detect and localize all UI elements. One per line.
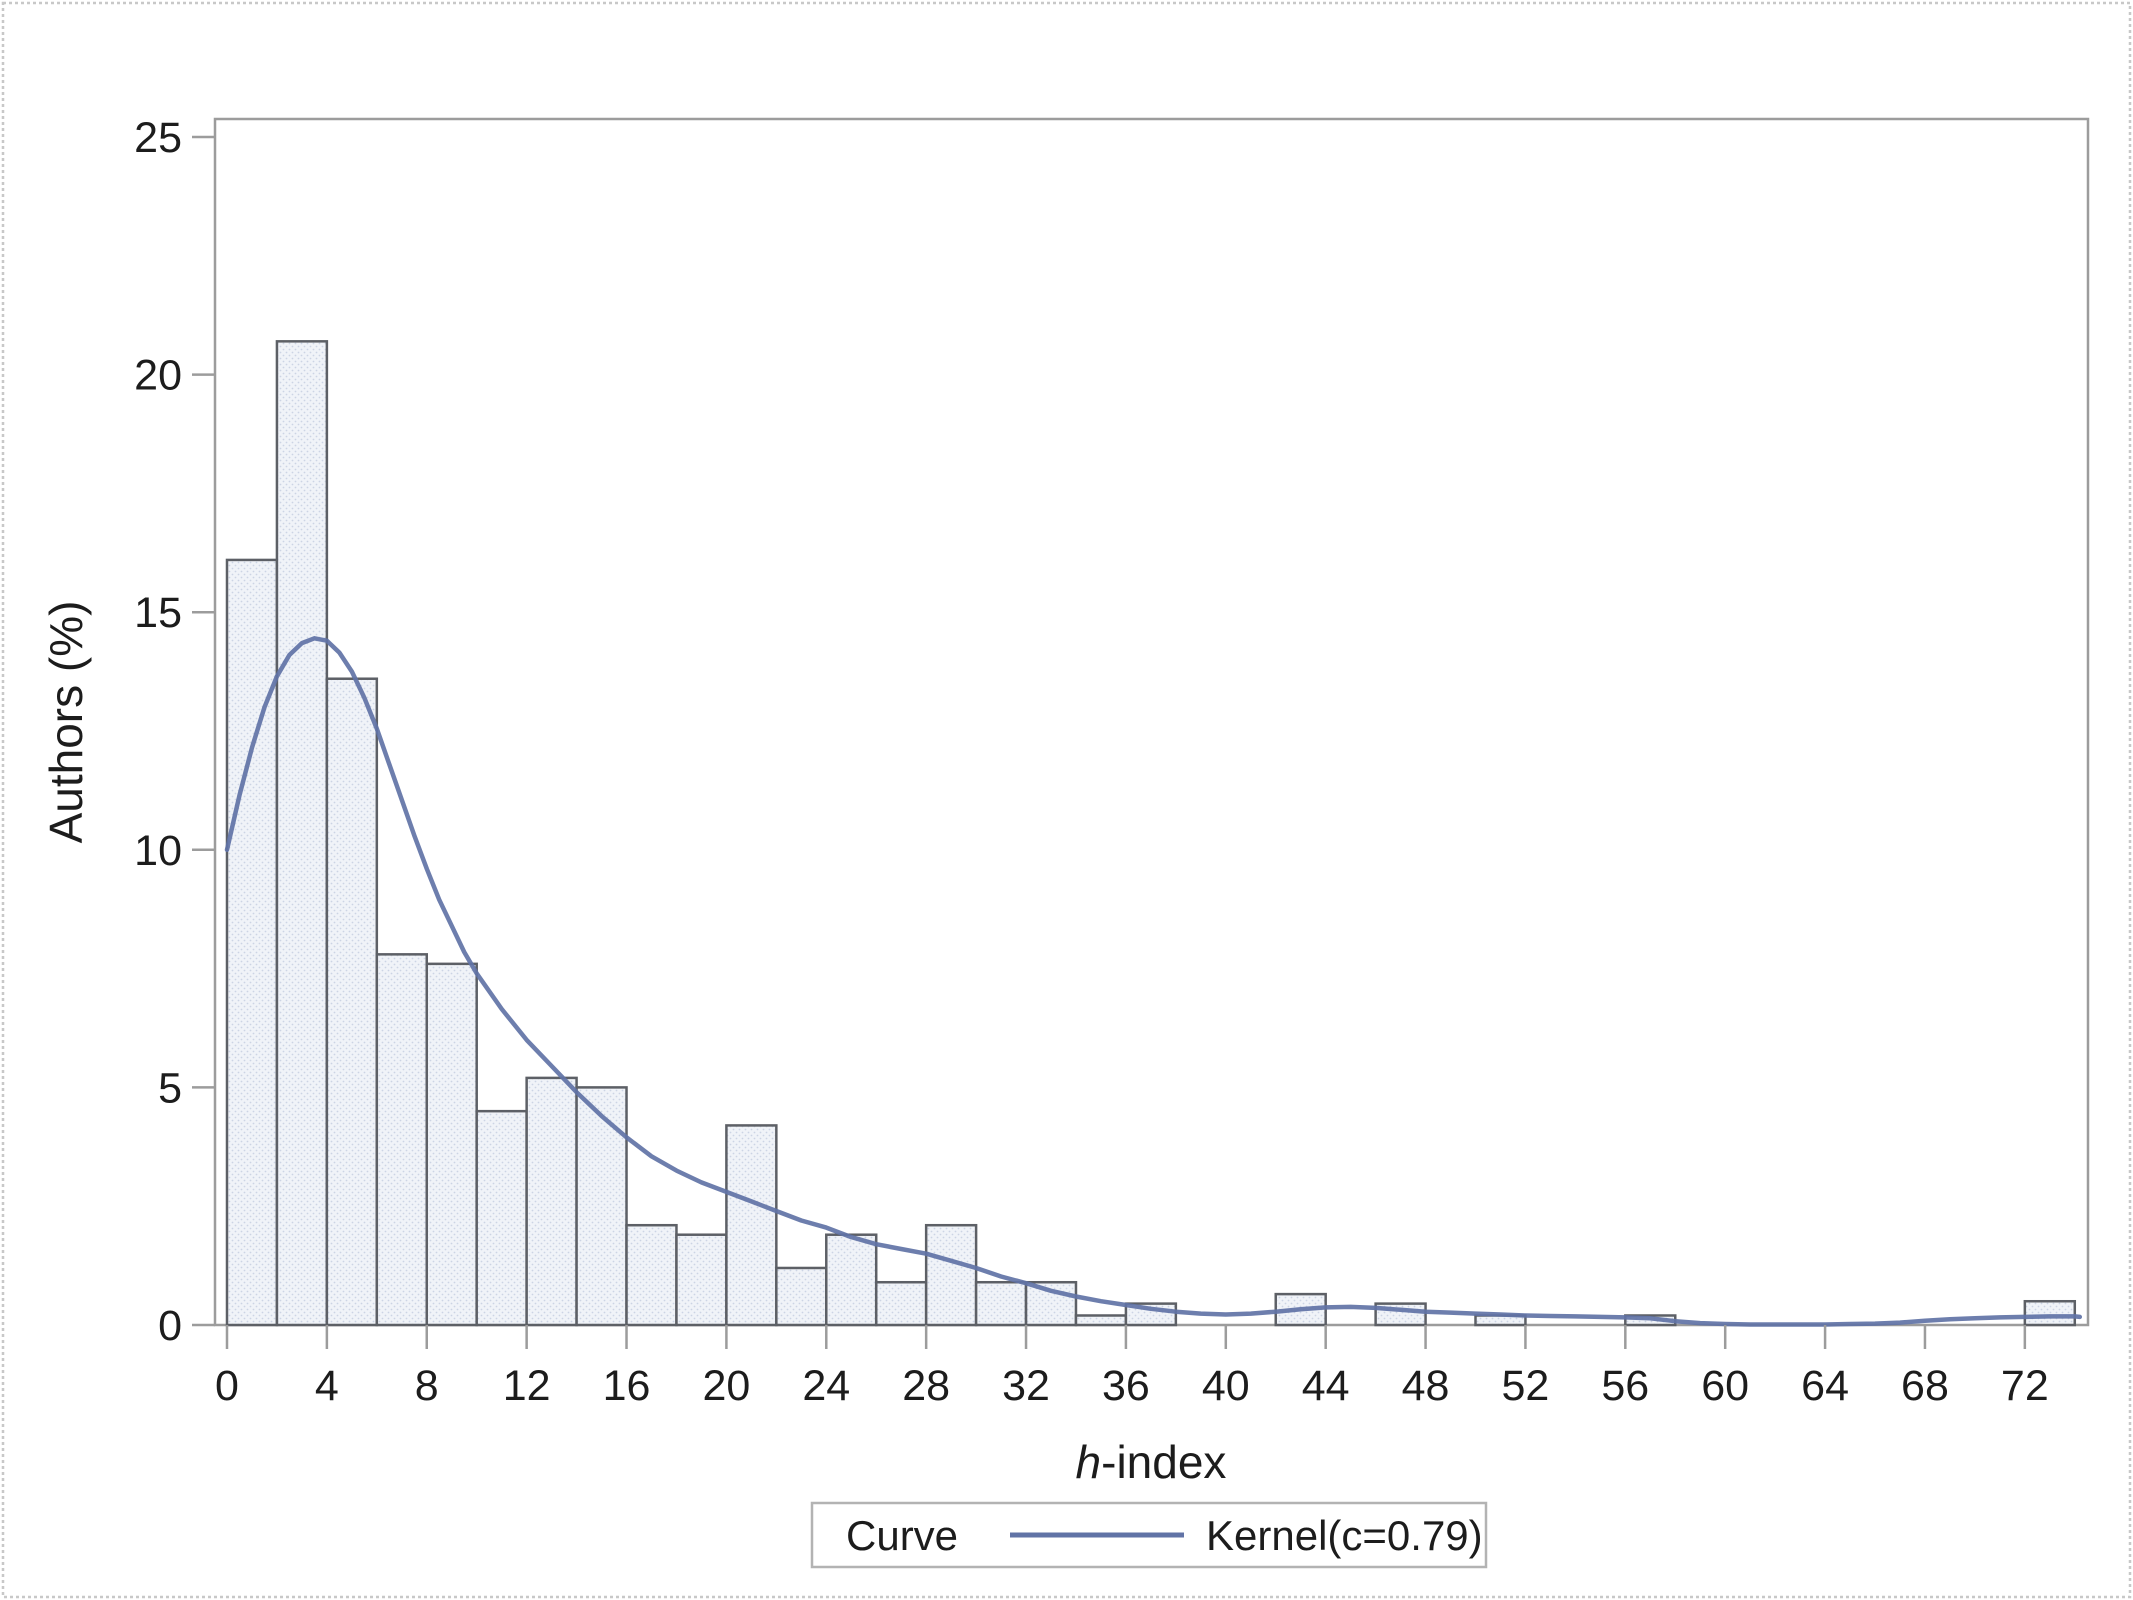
- x-tick-label-20: 20: [702, 1362, 750, 1410]
- x-tick-label-68: 68: [1901, 1362, 1949, 1410]
- x-tick-label-72: 72: [2001, 1362, 2049, 1410]
- kernel-curve-group: [224, 636, 2083, 1327]
- y-tick-label-10: 10: [134, 827, 182, 875]
- histogram-bar-34: [1074, 1314, 1128, 1327]
- x-tick-label-28: 28: [902, 1362, 950, 1410]
- x-axis-ticks: 0 4 8 12 16 20 24 28 32 36 40 44 48 52 56 60 64 68 72: [215, 1325, 2049, 1410]
- y-tick-label-25: 25: [134, 114, 182, 162]
- y-tick-label-15: 15: [134, 589, 182, 637]
- x-tick-label-4: 4: [315, 1362, 339, 1410]
- x-tick-label-12: 12: [503, 1362, 551, 1410]
- histogram-bar-26: [874, 1280, 928, 1327]
- histogram-bar-12: [525, 1076, 578, 1327]
- y-tick-label-20: 20: [134, 352, 182, 400]
- x-tick-label-52: 52: [1502, 1362, 1550, 1410]
- x-tick-label-44: 44: [1302, 1362, 1350, 1410]
- histogram-bar-22: [775, 1266, 828, 1327]
- x-axis-title: h-index: [1076, 1436, 1227, 1488]
- x-axis-title-rest-part: -index: [1101, 1436, 1226, 1488]
- x-tick-label-8: 8: [415, 1362, 439, 1410]
- histogram-bar-4: [325, 677, 379, 1327]
- legend: Curve Kernel(c=0.79): [810, 1501, 1488, 1569]
- histogram-bar-8: [425, 962, 478, 1327]
- histogram-bar-30: [974, 1280, 1028, 1327]
- histogram-bar-18: [675, 1233, 728, 1327]
- kernel-curve: [224, 636, 2083, 1327]
- histogram-bar-72: [2023, 1299, 2077, 1327]
- histogram-bar-0: [225, 558, 279, 1327]
- x-tick-label-60: 60: [1701, 1362, 1749, 1410]
- x-tick-label-64: 64: [1801, 1362, 1849, 1410]
- x-tick-label-24: 24: [802, 1362, 850, 1410]
- histogram-bars: [225, 340, 2077, 1327]
- x-tick-label-16: 16: [603, 1362, 651, 1410]
- y-axis-title: Authors (%): [40, 601, 92, 844]
- x-tick-label-0: 0: [215, 1362, 239, 1410]
- histogram-bar-10: [475, 1109, 528, 1327]
- legend-title: Curve: [846, 1512, 958, 1559]
- histogram-bar-14: [575, 1086, 628, 1327]
- x-tick-label-32: 32: [1002, 1362, 1050, 1410]
- y-tick-label-0: 0: [158, 1302, 182, 1350]
- x-tick-label-56: 56: [1601, 1362, 1649, 1410]
- histogram-bar-28: [924, 1223, 978, 1327]
- legend-entry-label: Kernel(c=0.79): [1206, 1512, 1483, 1559]
- x-tick-label-40: 40: [1202, 1362, 1250, 1410]
- histogram-bar-20: [725, 1124, 778, 1327]
- y-tick-label-5: 5: [158, 1064, 182, 1112]
- histogram-bar-2: [275, 340, 329, 1327]
- x-tick-label-48: 48: [1402, 1362, 1450, 1410]
- x-tick-label-36: 36: [1102, 1362, 1150, 1410]
- histogram-bar-16: [625, 1223, 678, 1327]
- histogram-bar-24: [825, 1233, 878, 1327]
- x-axis-title-italic-part: h: [1076, 1436, 1102, 1488]
- y-axis-ticks: 0 5 10 15 20 25: [134, 114, 215, 1350]
- histogram-bar-6: [375, 953, 429, 1327]
